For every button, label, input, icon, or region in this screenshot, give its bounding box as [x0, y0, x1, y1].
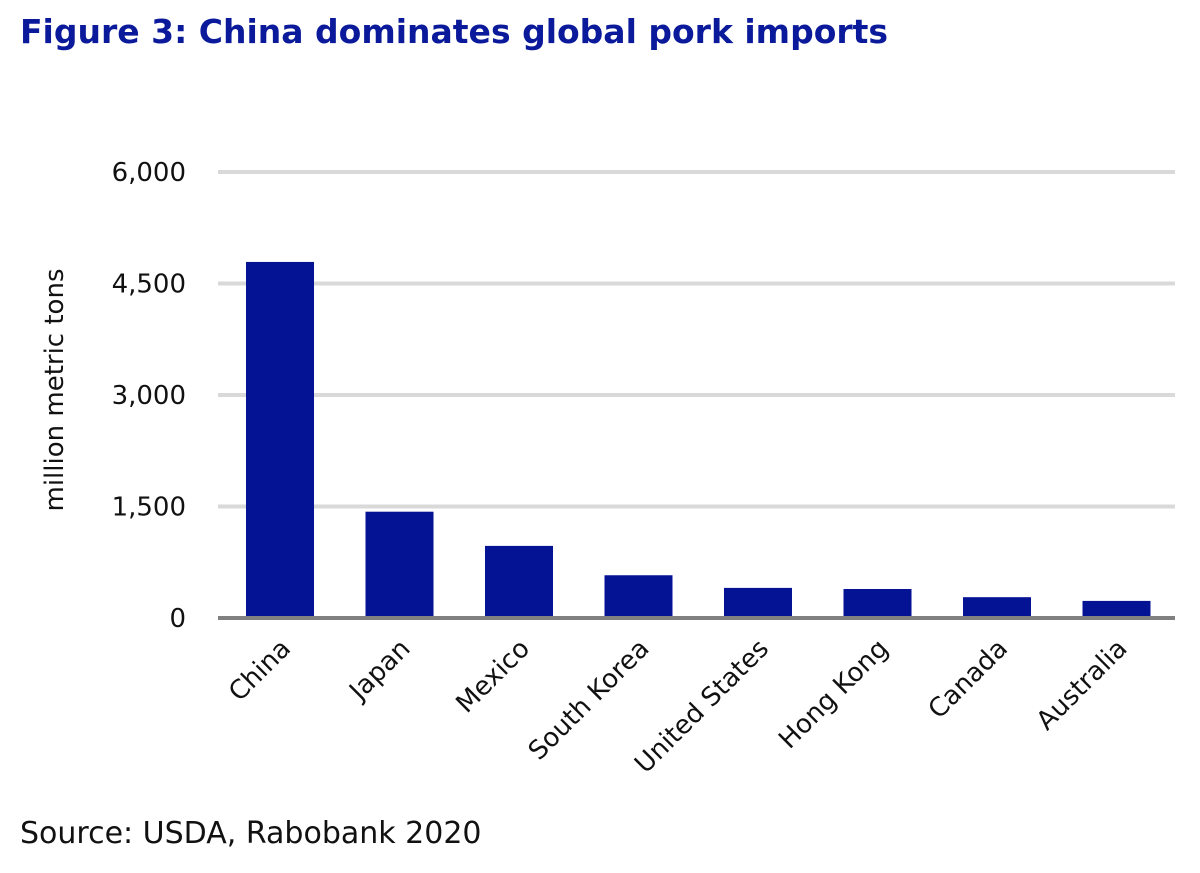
- x-tick-label: Canada: [923, 634, 1014, 725]
- y-tick-label: 6,000: [112, 158, 186, 188]
- bar-united-states: [724, 587, 792, 618]
- chart-title: Figure 3: China dominates global pork im…: [20, 12, 889, 51]
- y-tick-label: 4,500: [112, 270, 186, 300]
- x-tick-label: Mexico: [451, 634, 536, 719]
- x-tick-label: Hong Kong: [773, 634, 894, 755]
- y-tick-label: 0: [169, 604, 186, 634]
- bar-south-korea: [604, 575, 673, 618]
- bar-canada: [963, 597, 1031, 618]
- bar-china: [246, 261, 314, 618]
- bar-australia: [1082, 600, 1151, 618]
- bar-mexico: [485, 545, 553, 618]
- y-axis-label: million metric tons: [40, 269, 70, 512]
- y-tick-label: 3,000: [112, 381, 186, 411]
- bar-hong-kong: [843, 589, 912, 618]
- x-tick-label: China: [223, 634, 297, 708]
- x-tick-label: South Korea: [523, 634, 656, 767]
- x-tick-label: Australia: [1031, 634, 1134, 737]
- y-tick-label: 1,500: [112, 493, 186, 523]
- x-tick-label: Japan: [343, 634, 417, 708]
- source-note: Source: USDA, Rabobank 2020: [20, 816, 482, 851]
- bar-japan: [365, 511, 434, 618]
